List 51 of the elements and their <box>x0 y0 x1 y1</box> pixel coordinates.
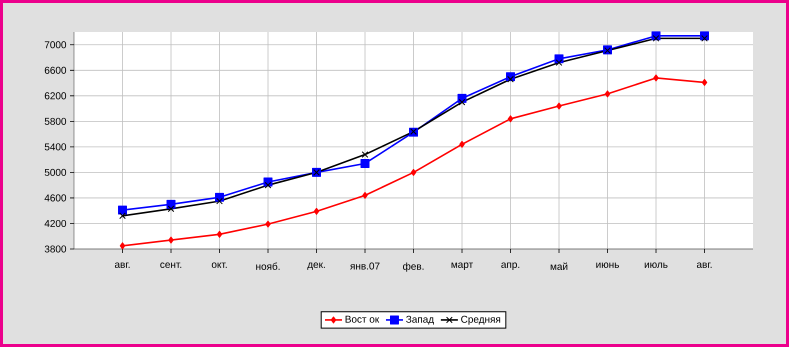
point <box>119 212 126 220</box>
point <box>314 208 320 215</box>
point <box>508 115 514 122</box>
point <box>360 158 370 168</box>
y-tick-label: 4200 <box>44 220 66 227</box>
x-tick-label: окт. <box>212 262 227 268</box>
point <box>652 35 660 42</box>
x-tick-label: май <box>550 262 568 270</box>
legend-label: Вост ок <box>346 316 380 323</box>
y-tick-label: 4600 <box>44 194 66 202</box>
y-tick-label: 5800 <box>44 118 66 125</box>
point <box>264 182 272 188</box>
point <box>653 74 659 82</box>
x-tick-label: авг. <box>114 262 130 268</box>
legend-label: Запад <box>406 316 434 325</box>
point <box>265 220 271 228</box>
y-tick-label: 6600 <box>44 66 66 74</box>
x-tick-label: нояб. <box>256 262 280 270</box>
point <box>702 78 708 86</box>
point <box>701 35 708 42</box>
point <box>216 230 222 238</box>
x-tick-label: фев. <box>403 262 424 272</box>
point <box>118 206 127 215</box>
y-tick-label: 3800 <box>44 245 66 253</box>
point <box>120 242 126 250</box>
x-tick-label: апр. <box>501 262 520 270</box>
point <box>458 98 466 106</box>
point <box>362 192 368 199</box>
point <box>556 102 562 110</box>
point <box>166 200 176 209</box>
x-tick-label: март <box>452 262 473 270</box>
legend-label: Средняя <box>461 316 500 325</box>
x-tick-label: сент. <box>160 262 182 268</box>
point <box>410 168 416 176</box>
point <box>604 90 610 98</box>
x-tick-label: июль <box>644 262 668 268</box>
point <box>216 198 223 204</box>
point <box>507 76 514 83</box>
point <box>556 59 562 66</box>
y-tick-label: 6200 <box>44 92 66 100</box>
x-tick-label: янв.07 <box>350 262 380 270</box>
point <box>168 236 174 244</box>
y-tick-label: 7000 <box>44 41 66 48</box>
y-tick-label: 5400 <box>44 143 66 150</box>
point <box>362 151 368 158</box>
y-tick-label: 5000 <box>44 168 66 176</box>
point <box>168 205 174 212</box>
x-tick-label: авг. <box>696 262 712 268</box>
point <box>459 140 465 148</box>
x-tick-label: июнь <box>596 262 619 268</box>
x-tick-label: дек. <box>307 262 325 270</box>
